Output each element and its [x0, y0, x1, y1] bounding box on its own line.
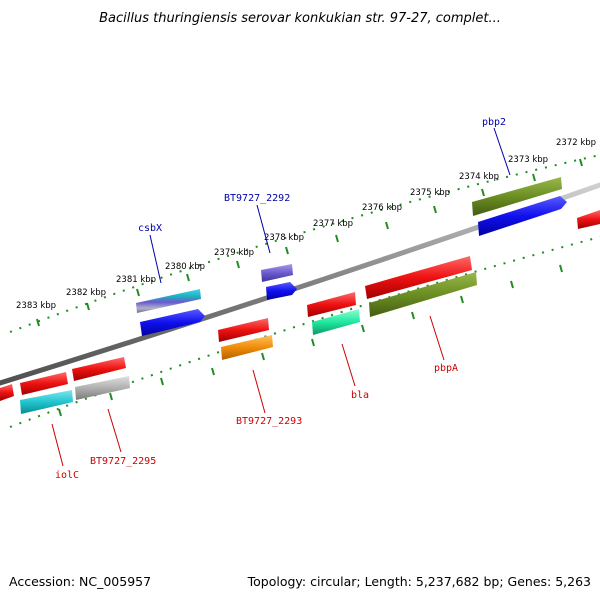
- gene-label-bt9727-2295[interactable]: BT9727_2295: [90, 456, 156, 467]
- tick-label: 2374 kbp: [459, 172, 499, 182]
- tick-label: 2373 kbp: [508, 155, 548, 165]
- gene-label-bt9727-2293[interactable]: BT9727_2293: [236, 416, 302, 427]
- gene-feature-pbp2[interactable]: [472, 177, 562, 216]
- label-leader-bla: [341, 343, 356, 387]
- gene-label-bla[interactable]: bla: [351, 390, 369, 401]
- cds-feature-pbpa[interactable]: [369, 272, 477, 317]
- tick-label: 2379 kbp: [214, 248, 254, 258]
- gene-feature-bla[interactable]: [307, 292, 356, 317]
- cds-feature-iolc[interactable]: [20, 390, 73, 414]
- map-title: Bacillus thuringiensis serovar konkukian…: [99, 11, 501, 26]
- gene-label-pbp2[interactable]: pbp2: [482, 117, 506, 128]
- gene-feature-partial-right[interactable]: [577, 210, 600, 229]
- reverse-tick-track: [9, 236, 600, 428]
- tick-label: 2372 kbp: [556, 138, 596, 148]
- gene-label-csbx[interactable]: csbX: [138, 223, 162, 234]
- tick-label: 2375 kbp: [410, 188, 450, 198]
- reverse-major-ticks: [58, 264, 563, 417]
- cds-feature-csbx[interactable]: [140, 309, 205, 336]
- label-leader-pbpa: [429, 315, 445, 361]
- tick-label: 2380 kbp: [165, 262, 205, 272]
- gene-feature-csbx[interactable]: [136, 289, 201, 313]
- tick-label: 2382 kbp: [66, 288, 106, 298]
- cds-feature-pbp2[interactable]: [478, 196, 567, 236]
- gene-feature-bt9727-2292[interactable]: [261, 264, 293, 282]
- gene-label-iolc[interactable]: iolC: [55, 470, 79, 481]
- cds-feature-bt9727-2293[interactable]: [221, 335, 273, 360]
- cds-feature-bla[interactable]: [312, 309, 360, 335]
- tick-label: 2377 kbp: [313, 219, 353, 229]
- forward-gene-labels: csbX BT9727_2292 pbp2: [138, 117, 511, 284]
- tick-label: 2383 kbp: [16, 301, 56, 311]
- forward-major-ticks: [36, 158, 583, 327]
- reverse-features: [0, 210, 600, 414]
- label-leader-bt9727-2292: [256, 204, 271, 254]
- gene-feature-iolc[interactable]: [20, 372, 68, 395]
- gene-feature-bt9727-2295[interactable]: [72, 357, 126, 381]
- gene-feature-bt9727-2293[interactable]: [218, 318, 269, 342]
- label-leader-bt9727-2295: [107, 408, 122, 453]
- cds-feature-bt9727-2295[interactable]: [75, 376, 130, 400]
- forward-features: [136, 177, 567, 336]
- label-leader-csbx: [149, 234, 162, 284]
- scale-tick-labels: 2383 kbp 2382 kbp 2381 kbp 2380 kbp 2379…: [16, 138, 596, 311]
- gene-label-pbpa[interactable]: pbpA: [434, 363, 458, 374]
- gene-feature-partial-left[interactable]: [0, 384, 14, 401]
- genome-summary-text: Topology: circular; Length: 5,237,682 bp…: [247, 574, 591, 589]
- accession-text: Accession: NC_005957: [9, 574, 151, 589]
- forward-tick-track: [9, 154, 600, 333]
- label-leader-bt9727-2293: [252, 369, 266, 414]
- tick-label: 2378 kbp: [264, 233, 304, 243]
- gene-label-bt9727-2292[interactable]: BT9727_2292: [224, 193, 290, 204]
- reverse-gene-labels: iolC BT9727_2295 BT9727_2293 bla pbpA: [51, 315, 458, 481]
- label-leader-iolc: [51, 423, 64, 467]
- tick-label: 2381 kbp: [116, 275, 156, 285]
- cds-feature-bt9727-2292[interactable]: [266, 282, 297, 300]
- gene-feature-pbpa-upstream[interactable]: [365, 256, 472, 299]
- tick-label: 2376 kbp: [362, 203, 402, 213]
- label-leader-pbp2: [493, 127, 511, 176]
